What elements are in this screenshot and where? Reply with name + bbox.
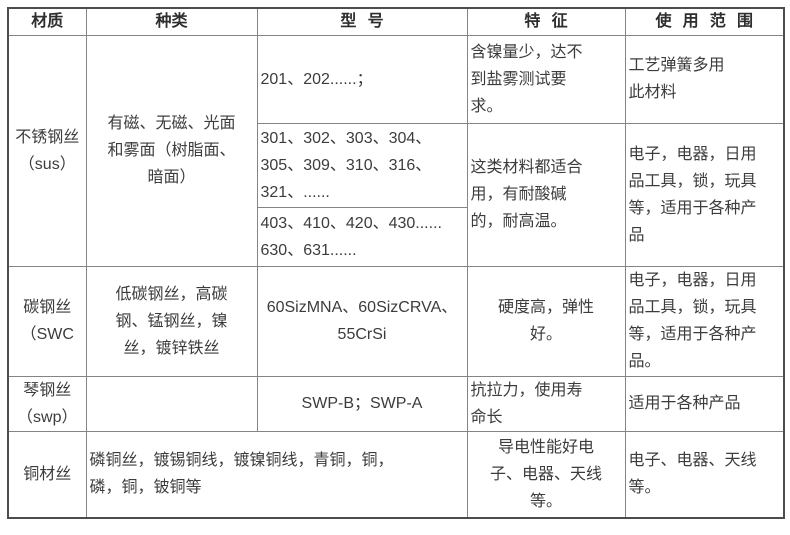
cell-piano-usage: 适用于各种产品 xyxy=(624,375,785,432)
cell-copper-material: 铜材丝 xyxy=(7,430,87,519)
header-material: 材质 xyxy=(7,7,87,36)
cell-stainless-feature-resistant: 这类材料都适合 用，有耐酸碱 的，耐高温。 xyxy=(466,122,626,267)
cell-stainless-usage-craft-spring: 工艺弹簧多用 此材料 xyxy=(624,34,785,124)
header-material-label: 材质 xyxy=(31,12,64,30)
cell-stainless-model-group3: 403、410、420、430...... 630、631...... xyxy=(256,206,468,267)
row-stainless-sub1: 不锈钢丝 （sus） 有磁、无磁、光面 和雾面（树脂面、 暗面） 201、202… xyxy=(7,34,785,267)
cell-stainless-model-group2: 301、302、303、304、 305、309、310、316、 321、..… xyxy=(256,122,468,208)
header-row: 材质 种类 型号 特征 使用范围 xyxy=(7,7,785,36)
cell-carbon-usage: 电子，电器，日用 品工具，锁，玩具 等，适用于各种产 品。 xyxy=(624,265,785,377)
cell-piano-kind xyxy=(85,375,258,432)
row-copper: 铜材丝 磷铜丝，镀锡铜线，镀镍铜线，青铜，铜， 磷，铜，铍铜等 导电性能好电 子… xyxy=(7,430,785,519)
cell-carbon-feature: 硬度高，弹性 好。 xyxy=(466,265,626,377)
row-piano: 琴钢丝 （swp） SWP-B；SWP-A 抗拉力，使用寿 命长 适用于各种产品 xyxy=(7,375,785,432)
row-stainless-sub2: 301、302、303、304、 305、309、310、316、 321、..… xyxy=(8,122,785,267)
cell-stainless-kind: 有磁、无磁、光面 和雾面（树脂面、 暗面） xyxy=(85,34,258,267)
header-kind: 种类 xyxy=(85,7,258,36)
cell-piano-feature: 抗拉力，使用寿 命长 xyxy=(466,375,626,432)
cell-carbon-model: 60SizMNA、60SizCRVA、 55CrSi xyxy=(256,265,468,377)
cell-stainless-model-group1: 201、202......； xyxy=(256,34,468,124)
cell-stainless-feature-low-nickel: 含镍量少，达不 到盐雾测试要 求。 xyxy=(466,34,626,124)
row-carbon: 碳钢丝 （SWC 低碳钢丝，高碳 钢、锰钢丝，镍 丝，镀锌铁丝 60SizMNA… xyxy=(7,265,785,377)
header-model: 型号 xyxy=(256,7,468,36)
header-feature-label: 特征 xyxy=(524,12,579,30)
cell-carbon-kind: 低碳钢丝，高碳 钢、锰钢丝，镍 丝，镀锌铁丝 xyxy=(85,265,258,377)
cell-stainless-usage-general: 电子，电器，日用 品工具，锁，玩具 等，适用于各种产 品 xyxy=(624,122,785,267)
cell-piano-model: SWP-B；SWP-A xyxy=(256,375,468,432)
cell-copper-kind-and-model: 磷铜丝，镀锡铜线，镀镍铜线，青铜，铜， 磷，铜，铍铜等 xyxy=(85,430,468,519)
header-usage-label: 使用范围 xyxy=(655,12,765,30)
cell-copper-feature: 导电性能好电 子、电器、天线 等。 xyxy=(466,430,626,519)
cell-piano-material: 琴钢丝 （swp） xyxy=(7,375,87,432)
cell-copper-usage: 电子、电器、天线 等。 xyxy=(624,430,785,519)
header-kind-label: 种类 xyxy=(155,12,188,30)
cell-stainless-material: 不锈钢丝 （sus） xyxy=(7,34,87,267)
materials-table: 材质 种类 型号 特征 使用范围 不锈钢丝 （sus） 有磁、无磁、光面 和雾面… xyxy=(7,7,785,519)
cell-carbon-material: 碳钢丝 （SWC xyxy=(7,265,87,377)
header-model-label: 型号 xyxy=(340,12,395,30)
header-usage: 使用范围 xyxy=(624,7,785,36)
header-feature: 特征 xyxy=(466,7,626,36)
